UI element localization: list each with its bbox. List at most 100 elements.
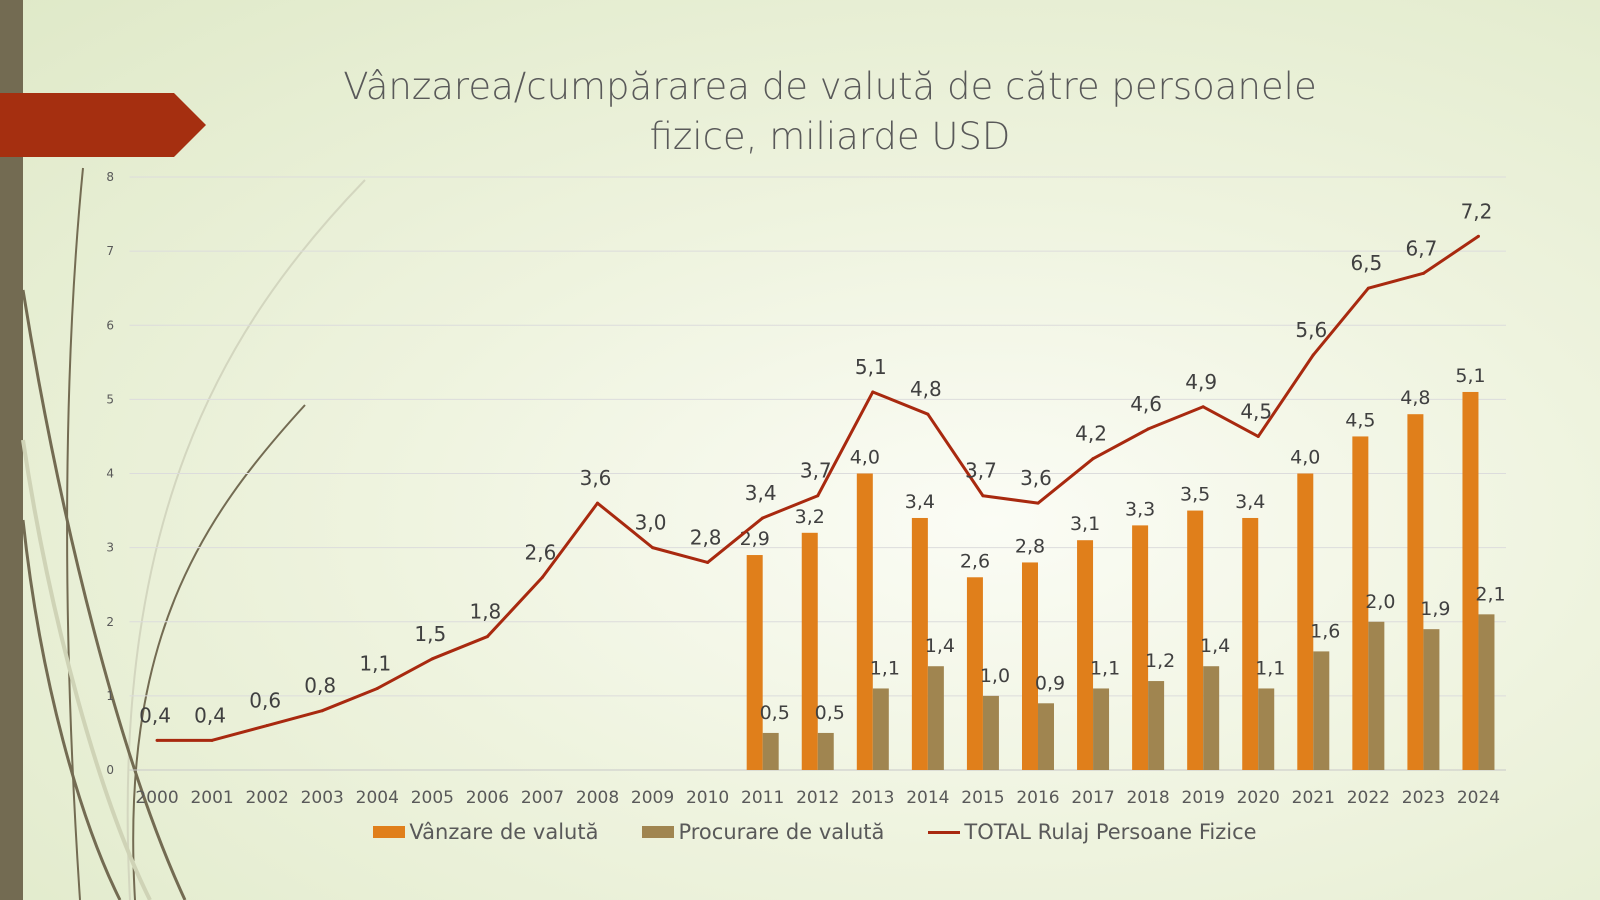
bar-sales xyxy=(966,577,983,770)
legend-label-total: TOTAL Rulaj Persoane Fizice xyxy=(964,820,1257,844)
chart-legend: Vânzare de valută Procurare de valută TO… xyxy=(0,820,1600,844)
data-label-purchase: 0,9 xyxy=(1035,672,1065,694)
legend-swatch-sales xyxy=(373,826,406,838)
title-banner-arrow xyxy=(0,93,206,157)
bar-sales xyxy=(1077,540,1094,770)
x-tick-label: 2005 xyxy=(411,788,454,808)
bar-purchase xyxy=(872,688,889,770)
legend-swatch-purchase xyxy=(642,826,675,838)
data-label-total: 0,4 xyxy=(139,703,171,727)
bar-sales xyxy=(1407,414,1424,770)
data-label-sales: 3,5 xyxy=(1180,484,1210,506)
x-tick-label: 2004 xyxy=(356,788,399,808)
data-label-purchase: 1,4 xyxy=(1200,635,1230,657)
bar-purchase xyxy=(1368,621,1385,770)
point-total xyxy=(596,501,600,505)
data-label-sales: 3,1 xyxy=(1070,513,1100,535)
data-label-purchase: 1,0 xyxy=(980,665,1010,687)
bar-purchase xyxy=(1258,688,1275,770)
y-tick-label: 0 xyxy=(106,763,114,777)
data-label-total: 2,6 xyxy=(525,540,557,564)
point-total xyxy=(871,390,875,394)
data-label-sales: 2,6 xyxy=(960,550,990,572)
point-total xyxy=(375,686,379,690)
x-tick-label: 2014 xyxy=(906,788,949,808)
data-label-purchase: 0,5 xyxy=(815,702,845,724)
data-label-sales: 5,1 xyxy=(1455,365,1485,387)
title-line-1: Vânzarea/cumpărarea de valută de către p… xyxy=(343,65,1317,108)
point-total xyxy=(1201,405,1205,409)
data-label-total: 7,2 xyxy=(1461,199,1493,223)
bar-sales xyxy=(1352,436,1369,770)
bar-purchase xyxy=(982,695,999,770)
x-tick-label: 2013 xyxy=(851,788,894,808)
bar-sales xyxy=(1021,562,1038,770)
data-label-total: 3,4 xyxy=(745,481,777,505)
legend-item-purchase: Procurare de valută xyxy=(642,820,884,844)
data-label-total: 3,7 xyxy=(800,459,832,483)
point-total xyxy=(1476,234,1480,238)
x-tick-label: 2012 xyxy=(796,788,839,808)
point-total xyxy=(1421,271,1425,275)
data-label-sales: 4,0 xyxy=(1290,447,1320,469)
legend-swatch-total xyxy=(928,830,961,834)
y-tick-label: 6 xyxy=(106,318,114,332)
x-tick-label: 2007 xyxy=(521,788,564,808)
data-label-total: 0,4 xyxy=(194,703,226,727)
y-tick-label: 7 xyxy=(106,244,114,258)
chart-title: Vânzarea/cumpărarea de valută de către p… xyxy=(250,62,1410,162)
data-label-total: 2,8 xyxy=(690,525,722,549)
data-label-purchase: 2,0 xyxy=(1365,591,1395,613)
bar-purchase xyxy=(1478,614,1495,770)
bar-purchase xyxy=(1313,651,1330,770)
x-tick-label: 2001 xyxy=(190,788,233,808)
bar-sales xyxy=(911,517,928,770)
bar-purchase xyxy=(1037,703,1054,770)
x-tick-label: 2003 xyxy=(301,788,344,808)
x-tick-label: 2008 xyxy=(576,788,619,808)
point-total xyxy=(485,635,489,639)
bar-purchase xyxy=(1148,681,1165,770)
bar-purchase xyxy=(1093,688,1110,770)
bar-sales xyxy=(1242,517,1259,770)
point-total xyxy=(265,724,269,728)
legend-item-sales: Vânzare de valută xyxy=(373,820,598,844)
data-label-total: 1,5 xyxy=(414,622,446,646)
legend-item-total: TOTAL Rulaj Persoane Fizice xyxy=(928,820,1257,844)
sidebar-stripe xyxy=(0,0,23,900)
data-label-purchase: 2,1 xyxy=(1475,583,1505,605)
point-total xyxy=(816,494,820,498)
data-label-total: 6,7 xyxy=(1406,236,1438,260)
x-tick-label: 2002 xyxy=(246,788,289,808)
data-label-purchase: 0,5 xyxy=(760,702,790,724)
x-tick-label: 2021 xyxy=(1292,788,1335,808)
x-tick-label: 2023 xyxy=(1402,788,1445,808)
y-tick-label: 1 xyxy=(106,689,114,703)
bar-purchase xyxy=(1423,629,1440,770)
point-total xyxy=(1146,427,1150,431)
y-tick-label: 4 xyxy=(106,467,114,481)
point-total xyxy=(651,546,655,550)
data-label-total: 4,5 xyxy=(1240,399,1272,423)
point-total xyxy=(1311,353,1315,357)
x-tick-label: 2009 xyxy=(631,788,674,808)
point-total xyxy=(1036,501,1040,505)
point-total xyxy=(540,575,544,579)
y-tick-label: 5 xyxy=(106,392,114,406)
data-label-purchase: 1,2 xyxy=(1145,650,1175,672)
bar-purchase xyxy=(927,666,944,770)
point-total xyxy=(706,560,710,564)
data-label-total: 6,5 xyxy=(1350,251,1382,275)
bar-sales xyxy=(856,473,873,770)
data-label-sales: 2,8 xyxy=(1015,535,1045,557)
data-label-total: 4,6 xyxy=(1130,392,1162,416)
point-total xyxy=(981,494,985,498)
title-line-2: fizice, miliarde USD xyxy=(649,115,1011,158)
x-tick-label: 2018 xyxy=(1126,788,1169,808)
x-tick-label: 2010 xyxy=(686,788,729,808)
data-label-total: 5,1 xyxy=(855,355,887,379)
x-tick-label: 2020 xyxy=(1237,788,1280,808)
data-label-total: 1,8 xyxy=(469,600,501,624)
